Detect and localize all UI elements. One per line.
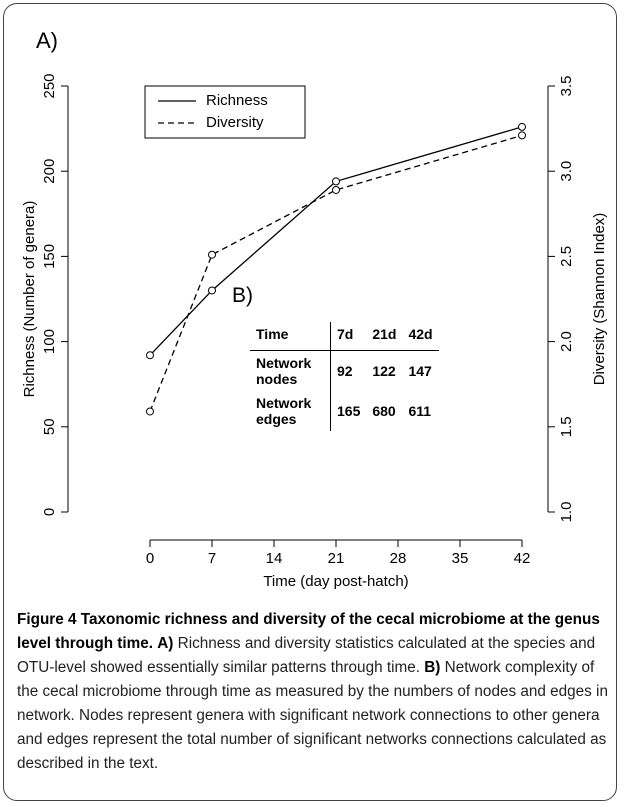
inset-label: B) <box>232 284 253 307</box>
table-header-cell: 7d <box>330 322 367 351</box>
caption-part-text: Network complexity of the cecal microbio… <box>17 659 608 772</box>
data-point <box>146 351 154 360</box>
x-tick-label: 42 <box>514 550 531 567</box>
data-point <box>208 250 216 259</box>
table-header-cell: 42d <box>402 322 439 351</box>
legend-label: Diversity <box>206 114 264 131</box>
x-axis-title: Time (day post-hatch) <box>263 573 408 590</box>
legend-label: Richness <box>206 92 268 109</box>
caption: Figure 4 Taxonomic richness and diversit… <box>17 608 609 776</box>
data-point <box>332 185 340 194</box>
data-point <box>146 407 154 416</box>
x-tick-label: 7 <box>208 550 216 567</box>
y-tick-label: 0 <box>41 508 58 516</box>
table-cell: 165 <box>337 403 361 419</box>
y2-tick-label: 1.5 <box>558 416 575 437</box>
table-cell: 680 <box>372 403 396 419</box>
table-cell: 122 <box>372 363 396 379</box>
y2-tick-label: 3.0 <box>558 161 575 182</box>
legend-box <box>144 85 306 139</box>
inset-table: Time 7d 21d 42d Network nodes 92 122 147 Network… <box>250 322 439 431</box>
series-line <box>149 134 523 412</box>
x-tick-label: 14 <box>266 550 283 567</box>
data-point <box>208 286 216 295</box>
data-point <box>518 122 526 131</box>
y-tick-label: 200 <box>41 159 58 184</box>
y-tick-label: 250 <box>41 73 58 98</box>
table-row: Network edges 165 680 611 <box>250 391 439 431</box>
x-tick-label: 21 <box>328 550 345 567</box>
y-tick-label: 100 <box>41 329 58 354</box>
caption-title: Taxonomic richness and diversity of the … <box>17 611 600 652</box>
table-cell: 147 <box>408 363 432 379</box>
data-point <box>332 177 340 186</box>
y2-tick-label: 3.5 <box>558 76 575 97</box>
caption-part-label: B) <box>424 659 441 676</box>
table-header-cell: Time <box>250 322 331 351</box>
series-line <box>149 126 523 356</box>
table-cell: 92 <box>337 363 353 379</box>
table-cell: Network edges <box>250 391 331 431</box>
table-row: Network nodes 92 122 147 <box>250 350 439 391</box>
table-header-cell: 21d <box>366 322 403 351</box>
y-tick-label: 150 <box>41 244 58 269</box>
figure-frame <box>3 3 617 801</box>
x-tick-label: 28 <box>390 550 407 567</box>
y2-tick-label: 2.5 <box>558 246 575 267</box>
y2-tick-label: 1.0 <box>558 502 575 523</box>
y-tick-label: 50 <box>41 418 58 435</box>
y-axis-title: Richness (Number of genera) <box>21 201 38 398</box>
x-tick-label: 35 <box>452 550 469 567</box>
data-point <box>518 131 526 140</box>
chart: A) Time (day post-hatch) Richness (Numbe… <box>21 28 608 590</box>
y2-axis-title: Diversity (Shannon Index) <box>591 213 608 386</box>
caption-label: Figure 4 <box>17 611 77 628</box>
table-cell: 611 <box>408 403 432 419</box>
y2-tick-label: 2.0 <box>558 331 575 352</box>
table-row: Time 7d 21d 42d <box>250 322 439 351</box>
caption-part-text: Richness and diversity statistics calcul… <box>17 635 596 676</box>
table-cell: Network nodes <box>250 350 331 391</box>
caption-part-label: A) <box>157 635 174 652</box>
panel-label: A) <box>36 28 58 53</box>
x-tick-label: 0 <box>146 550 154 567</box>
